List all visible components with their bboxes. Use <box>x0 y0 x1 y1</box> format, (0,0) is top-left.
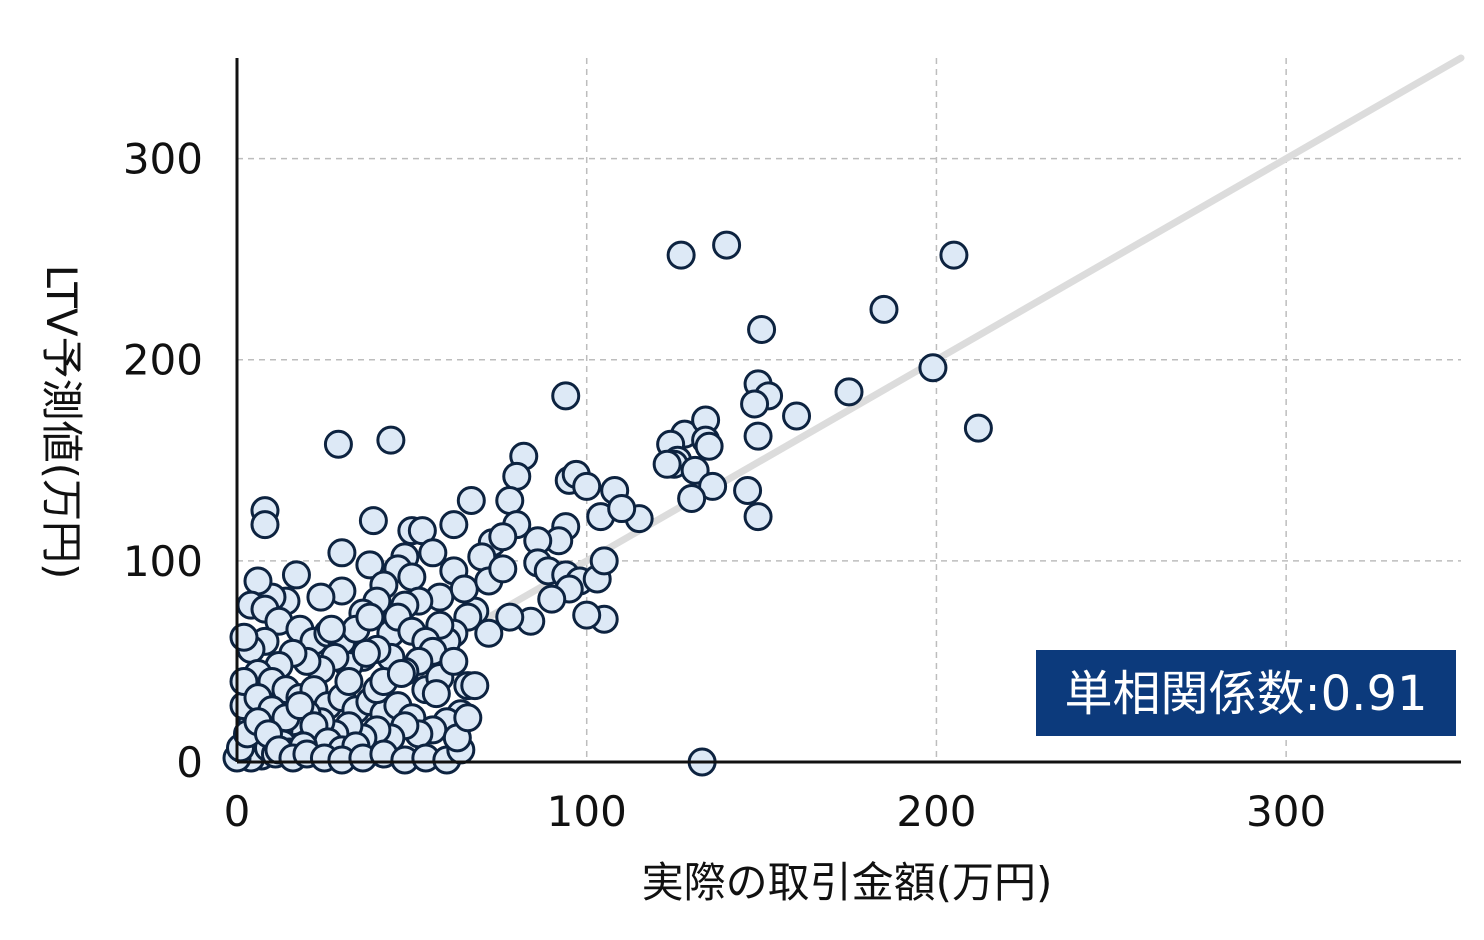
data-point <box>869 294 899 324</box>
data-point <box>652 449 682 479</box>
data-point <box>316 614 346 644</box>
data-point <box>743 421 773 451</box>
data-points <box>222 230 993 777</box>
x-tick-label: 300 <box>1246 787 1326 836</box>
y-axis-title: LTV予測値(万円) <box>37 265 86 580</box>
data-point <box>666 240 696 270</box>
data-point <box>449 574 479 604</box>
x-tick-label: 200 <box>896 787 976 836</box>
data-point <box>589 546 619 576</box>
data-point <box>281 560 311 590</box>
y-tick-label: 100 <box>123 537 203 586</box>
y-tick-label: 200 <box>123 336 203 385</box>
data-point <box>418 538 448 568</box>
data-point <box>551 381 581 411</box>
data-point <box>334 667 364 697</box>
data-point <box>397 562 427 592</box>
data-point <box>474 618 504 648</box>
x-axis-title: 実際の取引金額(万円) <box>642 858 1053 907</box>
data-point <box>495 602 525 632</box>
data-point <box>439 646 469 676</box>
data-point <box>327 538 357 568</box>
data-point <box>285 691 315 721</box>
data-point <box>740 389 770 419</box>
data-point <box>439 510 469 540</box>
data-point <box>502 461 532 491</box>
x-tick-labels: 0 100 200 300 <box>224 787 1327 836</box>
data-point <box>355 550 385 580</box>
data-point <box>250 510 280 540</box>
data-point <box>694 431 724 461</box>
data-point <box>323 429 353 459</box>
data-point <box>743 502 773 532</box>
annotation-box <box>1036 650 1456 736</box>
data-point <box>229 622 259 652</box>
data-point <box>712 230 742 260</box>
data-point <box>607 494 637 524</box>
y-tick-label: 300 <box>123 135 203 184</box>
y-tick-labels: 0 100 200 300 <box>123 135 203 787</box>
data-point <box>355 602 385 632</box>
data-point <box>456 486 486 516</box>
data-point <box>677 484 707 514</box>
correlation-annotation: 単相関係数:0.91 <box>1036 650 1456 736</box>
y-tick-label: 0 <box>176 738 203 787</box>
data-point <box>733 475 763 505</box>
data-point <box>680 455 710 485</box>
data-point <box>386 658 416 688</box>
data-point <box>376 425 406 455</box>
data-point <box>572 600 602 630</box>
data-point <box>243 566 273 596</box>
data-point <box>488 554 518 584</box>
data-point <box>782 401 812 431</box>
x-tick-label: 100 <box>547 787 627 836</box>
data-point <box>939 240 969 270</box>
data-point <box>918 353 948 383</box>
data-point <box>351 638 381 668</box>
data-point <box>358 506 388 536</box>
data-point <box>834 377 864 407</box>
data-point <box>572 471 602 501</box>
annotation-text: 単相関係数:0.91 <box>1064 666 1427 722</box>
data-point <box>453 703 483 733</box>
data-point <box>963 413 993 443</box>
data-point <box>306 582 336 612</box>
data-point <box>537 584 567 614</box>
data-point <box>747 315 777 345</box>
data-point <box>495 486 525 516</box>
data-point <box>460 671 490 701</box>
data-point <box>421 679 451 709</box>
data-point <box>488 522 518 552</box>
x-tick-label: 0 <box>224 787 251 836</box>
